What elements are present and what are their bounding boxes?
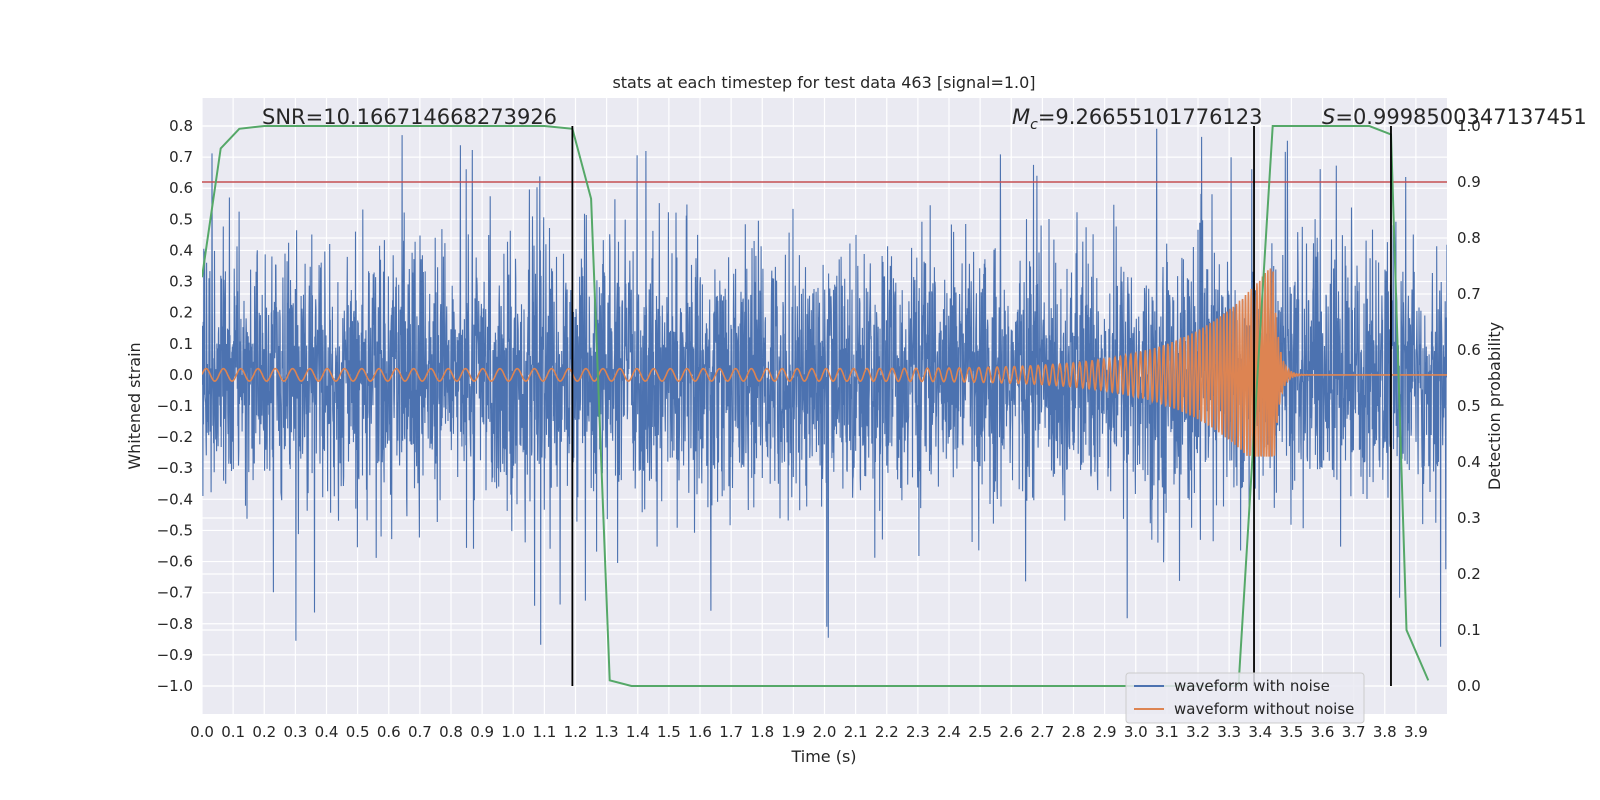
x-tick-label: 0.9 bbox=[470, 723, 494, 741]
y-tick-label: 0.3 bbox=[169, 273, 193, 291]
x-tick-label: 1.3 bbox=[595, 723, 619, 741]
x-tick-label: 1.1 bbox=[532, 723, 556, 741]
x-tick-label: 1.4 bbox=[626, 723, 650, 741]
x-tick-label: 1.0 bbox=[501, 723, 525, 741]
x-tick-label: 3.5 bbox=[1279, 723, 1303, 741]
mc-subscript: c bbox=[1030, 117, 1038, 133]
y2-tick-label: 0.9 bbox=[1457, 173, 1481, 191]
y2-tick-label: 0.5 bbox=[1457, 397, 1481, 415]
y-tick-label: −0.1 bbox=[157, 397, 193, 415]
x-tick-label: 3.6 bbox=[1311, 723, 1335, 741]
legend-box bbox=[1125, 672, 1365, 724]
x-tick-label: 3.0 bbox=[1124, 723, 1148, 741]
vertical-markers bbox=[571, 126, 1392, 686]
x-tick-label: 2.9 bbox=[1093, 723, 1117, 741]
y-tick-label: −0.3 bbox=[157, 459, 193, 477]
x-tick-label: 0.4 bbox=[315, 723, 339, 741]
x-tick-label: 3.9 bbox=[1404, 723, 1428, 741]
y-tick-label: 0.1 bbox=[169, 335, 193, 353]
chirp-mass-annotation: Mc=9.26655101776123 bbox=[1012, 105, 1263, 133]
y2-tick-label: 0.3 bbox=[1457, 509, 1481, 527]
x-tick-label: 2.7 bbox=[1030, 723, 1054, 741]
x-tick-label: 3.1 bbox=[1155, 723, 1179, 741]
y-tick-label: −0.4 bbox=[157, 490, 193, 508]
y-tick-label: 0.2 bbox=[169, 304, 193, 322]
snr-annotation: SNR=10.166714668273926 bbox=[262, 105, 557, 129]
x-axis-label: Time (s) bbox=[790, 747, 856, 766]
y-tick-label: −0.2 bbox=[157, 428, 193, 446]
plot-area bbox=[202, 125, 1447, 687]
y-axis-label: Whitened strain bbox=[125, 342, 144, 469]
legend: waveform with noise waveform without noi… bbox=[1125, 672, 1365, 724]
y-tick-label: −0.7 bbox=[157, 584, 193, 602]
s-annotation: S=0.9998500347137451 bbox=[1322, 105, 1587, 129]
y-tick-label: 0.8 bbox=[169, 117, 193, 135]
x-tick-labels: 0.0 0.1 0.2 0.3 0.4 0.5 0.6 0.7 0.8 0.9 1.0 1.1 1.2 1… bbox=[190, 723, 1428, 741]
y2-tick-label: 0.1 bbox=[1457, 621, 1481, 639]
x-tick-label: 1.8 bbox=[750, 723, 774, 741]
x-tick-label: 2.4 bbox=[937, 723, 961, 741]
x-tick-label: 1.2 bbox=[564, 723, 588, 741]
x-tick-label: 1.9 bbox=[781, 723, 805, 741]
x-tick-label: 3.4 bbox=[1248, 723, 1272, 741]
x-tick-label: 0.2 bbox=[252, 723, 276, 741]
x-tick-label: 2.0 bbox=[813, 723, 837, 741]
y2-axis-label: Detection probability bbox=[1485, 322, 1504, 490]
x-tick-label: 1.5 bbox=[657, 723, 681, 741]
y-tick-labels: 0.8 0.7 0.6 0.5 0.4 0.3 0.2 0.1 0.0 −0.1 −0.2 −0.3 −… bbox=[157, 117, 193, 695]
y-tick-label: 0.7 bbox=[169, 148, 193, 166]
x-tick-label: 2.5 bbox=[968, 723, 992, 741]
x-tick-label: 0.3 bbox=[283, 723, 307, 741]
x-tick-label: 3.2 bbox=[1186, 723, 1210, 741]
y-tick-label: 0.5 bbox=[169, 210, 193, 228]
y2-tick-label: 0.8 bbox=[1457, 229, 1481, 247]
mc-value: =9.26655101776123 bbox=[1038, 105, 1263, 129]
x-tick-label: 0.7 bbox=[408, 723, 432, 741]
y-tick-label: −0.9 bbox=[157, 646, 193, 664]
y-tick-label: 0.0 bbox=[169, 366, 193, 384]
x-tick-label: 2.2 bbox=[875, 723, 899, 741]
y2-tick-labels: 1.0 0.9 0.8 0.7 0.6 0.5 0.4 0.3 0.2 0.1 0.0 bbox=[1457, 117, 1481, 695]
y-tick-label: −0.6 bbox=[157, 553, 193, 571]
y2-tick-label: 0.2 bbox=[1457, 565, 1481, 583]
x-tick-label: 3.3 bbox=[1217, 723, 1241, 741]
x-tick-label: 0.1 bbox=[221, 723, 245, 741]
clean-waveform-line bbox=[202, 268, 1447, 457]
legend-label-clean: waveform without noise bbox=[1174, 700, 1354, 718]
mc-symbol: M bbox=[1012, 105, 1030, 129]
x-tick-label: 0.0 bbox=[190, 723, 214, 741]
y2-tick-label: 0.4 bbox=[1457, 453, 1481, 471]
x-tick-label: 2.3 bbox=[906, 723, 930, 741]
s-value: =0.9998500347137451 bbox=[1335, 105, 1586, 129]
x-tick-label: 2.6 bbox=[999, 723, 1023, 741]
x-tick-label: 2.8 bbox=[1062, 723, 1086, 741]
chart-title: stats at each timestep for test data 463… bbox=[612, 73, 1035, 92]
y2-tick-label: 1.0 bbox=[1457, 117, 1481, 135]
x-tick-label: 3.8 bbox=[1373, 723, 1397, 741]
detection-probability-line bbox=[202, 125, 1430, 687]
x-tick-label: 3.7 bbox=[1342, 723, 1366, 741]
series-layer bbox=[202, 125, 1447, 687]
y-tick-label: 0.6 bbox=[169, 179, 193, 197]
x-tick-label: 0.8 bbox=[439, 723, 463, 741]
legend-label-noise: waveform with noise bbox=[1174, 677, 1330, 695]
y2-tick-label: 0.6 bbox=[1457, 341, 1481, 359]
x-tick-label: 1.6 bbox=[688, 723, 712, 741]
y2-tick-label: 0.7 bbox=[1457, 285, 1481, 303]
y-tick-label: 0.4 bbox=[169, 241, 193, 259]
y-tick-label: −0.8 bbox=[157, 615, 193, 633]
x-tick-label: 0.6 bbox=[377, 723, 401, 741]
x-tick-label: 2.1 bbox=[844, 723, 868, 741]
y-tick-label: −1.0 bbox=[157, 677, 193, 695]
y-tick-label: −0.5 bbox=[157, 521, 193, 539]
x-tick-label: 0.5 bbox=[346, 723, 370, 741]
y2-tick-label: 0.0 bbox=[1457, 677, 1481, 695]
s-symbol: S bbox=[1322, 105, 1335, 129]
x-tick-label: 1.7 bbox=[719, 723, 743, 741]
